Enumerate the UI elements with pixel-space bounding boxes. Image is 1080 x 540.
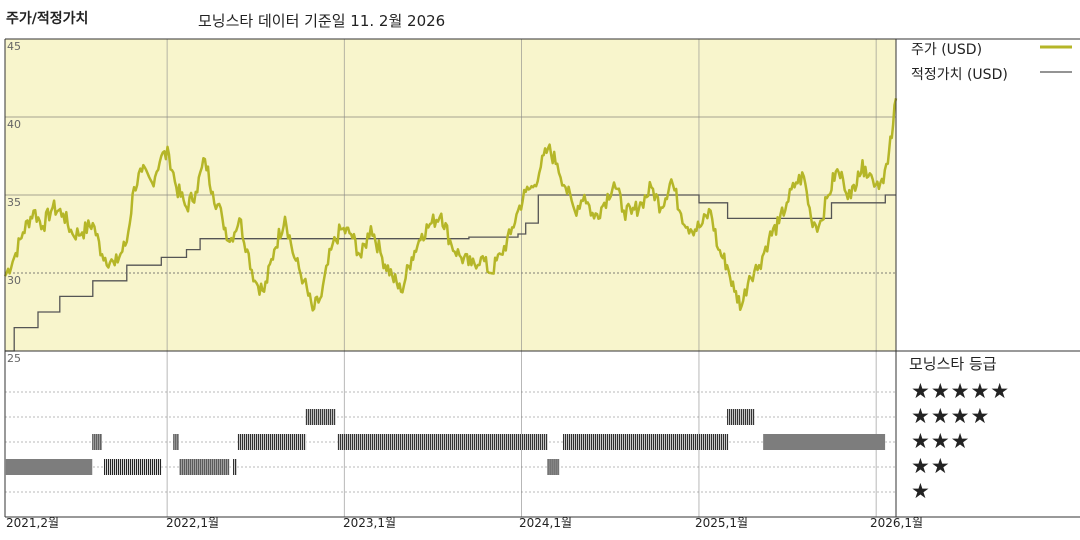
rating-3-stars: ★★★: [911, 429, 971, 453]
legend-price-label: 주가 (USD): [911, 42, 983, 58]
y-tick-label: 25: [7, 352, 21, 365]
rating-4-stars: ★★★★: [911, 404, 991, 428]
y-tick-label: 35: [7, 196, 21, 209]
rating-1-star: ★: [911, 479, 931, 503]
legend-fair-value-label: 적정가치 (USD): [911, 67, 1008, 83]
price-line: [3, 98, 898, 312]
y-axis-tick-labels: 45 40 35 30 25: [7, 40, 21, 365]
x-tick-label: 2023,1월: [343, 516, 397, 530]
x-tick-label: 2022,1월: [166, 516, 220, 530]
x-tick-label: 2025,1월: [695, 516, 749, 530]
x-tick-label: 2021,2월: [6, 516, 60, 530]
rating-history-bars: [4, 409, 886, 475]
y-tick-label: 40: [7, 118, 21, 131]
x-tick-label: 2026,1월: [870, 516, 924, 530]
x-tick-label: 2024,1월: [519, 516, 573, 530]
chart-frame: [4, 38, 1080, 518]
rating-section-title: 모닝스타 등급: [909, 355, 997, 373]
data-date-subtitle: 모닝스타 데이터 기준일 11. 2월 2026: [198, 12, 446, 30]
rating-bar: [92, 434, 103, 450]
y-tick-label: 30: [7, 274, 21, 287]
chart-title: 주가/적정가치: [6, 11, 89, 27]
fair-value-line: [5, 194, 896, 352]
rating-2-stars: ★★: [911, 454, 951, 478]
rating-5-stars: ★★★★★: [911, 379, 1011, 403]
y-tick-label: 45: [7, 40, 21, 53]
